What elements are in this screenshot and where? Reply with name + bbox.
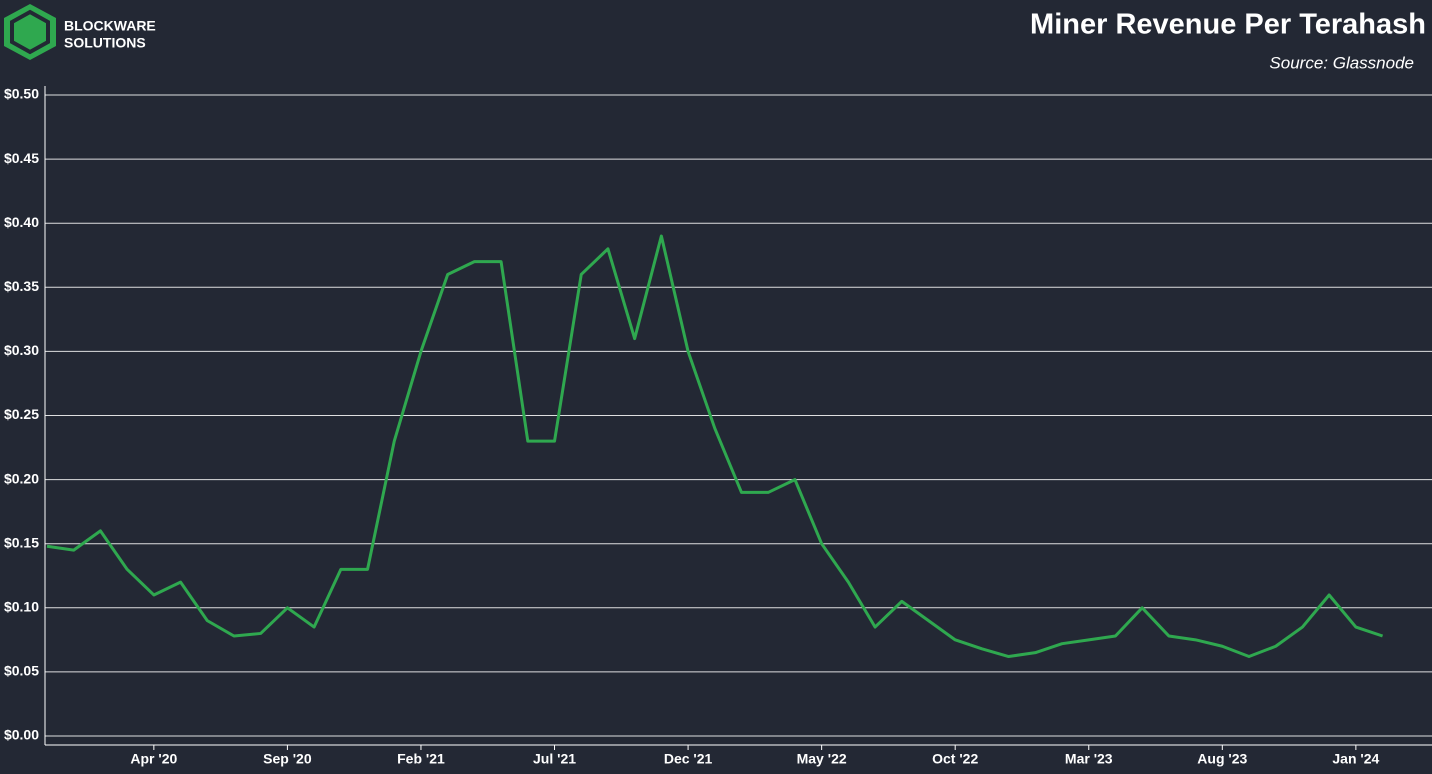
logo: BLOCKWARE SOLUTIONS	[4, 4, 156, 60]
x-tick-label: Jul '21	[533, 751, 576, 767]
y-tick-label: $0.00	[4, 727, 39, 743]
chart-title: Miner Revenue Per Terahash	[1030, 9, 1426, 41]
x-tick-label: Sep '20	[263, 751, 312, 767]
y-tick-label: $0.05	[4, 663, 39, 679]
y-tick-label: $0.45	[4, 150, 39, 166]
x-tick-label: Mar '23	[1065, 751, 1113, 767]
y-tick-label: $0.25	[4, 406, 39, 422]
x-tick-label: Jan '24	[1332, 751, 1379, 767]
y-tick-label: $0.15	[4, 534, 39, 550]
x-tick-label: May '22	[797, 751, 847, 767]
logo-text: BLOCKWARE	[64, 18, 156, 34]
y-tick-label: $0.40	[4, 214, 39, 230]
x-tick-label: Oct '22	[932, 751, 978, 767]
x-tick-label: Dec '21	[664, 751, 713, 767]
y-tick-label: $0.10	[4, 599, 39, 615]
logo-text: SOLUTIONS	[64, 35, 146, 51]
y-tick-label: $0.50	[4, 86, 39, 102]
data-line	[46, 234, 1384, 659]
x-tick-label: Feb '21	[397, 751, 445, 767]
y-tick-label: $0.30	[4, 342, 39, 358]
y-tick-label: $0.35	[4, 278, 39, 294]
x-tick-label: Aug '23	[1197, 751, 1247, 767]
y-tick-label: $0.20	[4, 470, 39, 486]
x-tick-label: Apr '20	[130, 751, 177, 767]
logo-inner	[10, 9, 50, 55]
chart-subtitle: Source: Glassnode	[1269, 53, 1414, 72]
